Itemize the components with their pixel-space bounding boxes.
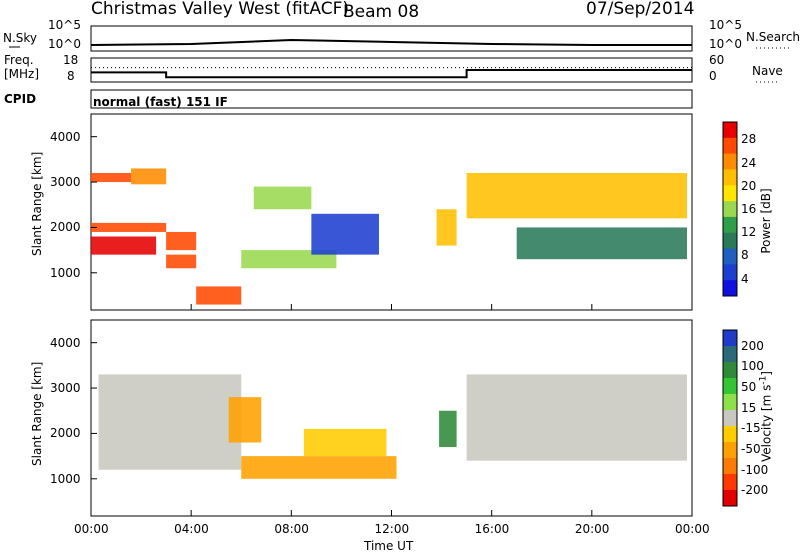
power-region-12 — [516, 227, 687, 260]
velocity-colorbar-tick: -50 — [741, 442, 761, 457]
velocity-ytick-label: 2000 — [50, 426, 81, 441]
velocity-colorbar-segment-4 — [723, 394, 737, 411]
freq-line — [91, 69, 692, 79]
velocity-colorbar-tick: 15 — [741, 400, 757, 415]
x-axis-label: Time UT — [364, 539, 414, 553]
x-tick-label: 12:00 — [374, 522, 410, 536]
velocity-colorbar-tick: -100 — [741, 462, 769, 477]
power-ytick-label: 2000 — [50, 220, 81, 235]
power-region-4 — [166, 254, 197, 269]
velocity-ytick-label: 4000 — [50, 335, 81, 350]
power-region-9 — [311, 213, 379, 255]
nsky-line — [90, 38, 692, 46]
power-colorbar-segment-1 — [723, 137, 737, 155]
power-colorbar-segment-5 — [723, 201, 737, 218]
power-colorbar-segment-8 — [723, 248, 737, 265]
velocity-colorbar-tick: -15 — [741, 421, 761, 436]
power-ytick-label: 3000 — [50, 175, 81, 190]
beam-title: Beam 08 — [343, 2, 420, 22]
power-colorbar-segment-7 — [723, 232, 737, 250]
velocity-region-1 — [241, 456, 397, 479]
x-tick-label: 00:00 — [74, 522, 109, 536]
velocity-ytick-label: 3000 — [50, 381, 81, 396]
power-colorbar-tick: 28 — [741, 132, 757, 147]
date-title: 07/Sep/2014 — [586, 0, 695, 19]
velocity-colorbar-segment-0 — [723, 330, 737, 347]
power-region-5 — [166, 231, 197, 251]
freq-label-2: [MHz] — [4, 67, 40, 81]
power-region-1 — [91, 172, 132, 183]
power-colorbar-tick: 12 — [741, 225, 757, 240]
velocity-colorbar-segment-7 — [723, 442, 737, 459]
x-tick-label: 20:00 — [574, 522, 610, 536]
power-region-10 — [436, 209, 457, 246]
sky-right-tick-top: 10^5 — [709, 18, 742, 32]
power-colorbar-segment-9 — [723, 264, 737, 281]
power-colorbar-segment-10 — [723, 280, 737, 297]
velocity-colorbar-tick: -200 — [741, 483, 769, 498]
power-colorbar-tick: 16 — [741, 202, 757, 216]
velocity-colorbar-tick: 50 — [741, 379, 757, 394]
cpid-label: CPID — [4, 92, 37, 106]
velocity-colorbar-segment-5 — [723, 410, 737, 427]
velocity-colorbar-tick: 200 — [741, 338, 764, 353]
velocity-colorbar-segment-8 — [723, 458, 737, 475]
velocity-colorbar-segment-6 — [723, 426, 737, 443]
velocity-colorbar-frame — [722, 329, 738, 507]
x-tick-label: 04:00 — [174, 522, 209, 536]
nsearch-label: N.Search — [746, 30, 800, 44]
velocity-colorbar-segment-2 — [723, 362, 737, 379]
power-region-8 — [253, 186, 312, 210]
freq-right-tick-top: 60 — [709, 53, 725, 67]
freq-left-tick-top: 18 — [63, 53, 79, 67]
velocity-region-2 — [303, 428, 387, 457]
power-colorbar-tick: 24 — [741, 155, 757, 170]
power-region-0 — [91, 236, 157, 255]
power-region-6 — [196, 286, 242, 305]
power-colorbar-frame — [722, 121, 738, 297]
nsky-panel-frame — [90, 25, 693, 52]
power-colorbar-tick: 8 — [741, 248, 749, 263]
sky-left-tick-bottom: 10^0 — [48, 37, 81, 51]
sky-right-tick-bottom: 10^0 — [709, 37, 742, 51]
freq-label-1: Freq. — [4, 53, 34, 67]
velocity-colorbar-tick: 100 — [741, 359, 764, 374]
x-tick-label: 00:00 — [675, 522, 710, 536]
power-colorbar-tick: 20 — [741, 178, 757, 193]
velocity-region-0 — [98, 374, 242, 470]
power-ytick-label: 1000 — [50, 265, 81, 280]
power-region-7 — [241, 250, 337, 269]
power-colorbar-tick: 4 — [741, 271, 749, 286]
nave-label: Nave — [752, 64, 783, 78]
freq-right-tick-bottom: 0 — [709, 69, 717, 83]
velocity-colorbar-segment-10 — [723, 490, 737, 507]
velocity-region-5 — [466, 374, 687, 461]
x-tick-label: 08:00 — [274, 522, 309, 536]
cpid-mode: normal (fast) 151 IF — [93, 95, 228, 109]
velocity-region-4 — [439, 410, 457, 448]
power-region-11 — [466, 172, 687, 219]
freq-left-tick-bottom: 8 — [67, 69, 75, 83]
x-tick-label: 16:00 — [474, 522, 510, 536]
velocity-colorbar-segment-1 — [723, 346, 737, 363]
power-colorbar-segment-4 — [723, 185, 737, 202]
power-colorbar-segment-2 — [723, 153, 737, 170]
power-colorbar-segment-0 — [723, 122, 737, 139]
cpid-panel-frame — [90, 89, 693, 109]
power-ytick-label: 4000 — [50, 129, 81, 144]
sky-left-tick-top: 10^5 — [48, 18, 81, 32]
velocity-ytick-label: 1000 — [50, 471, 81, 486]
velocity-region-3 — [228, 397, 262, 443]
velocity-colorbar-segment-9 — [723, 474, 737, 491]
nsky-label: N.Sky — [3, 31, 38, 45]
power-region-2 — [131, 168, 167, 185]
power-colorbar-segment-3 — [723, 169, 737, 186]
station-title: Christmas Valley West (fitACF) — [91, 0, 350, 19]
power-region-3 — [91, 222, 167, 232]
velocity-colorbar-segment-3 — [723, 378, 737, 395]
power-colorbar-segment-6 — [723, 216, 737, 234]
